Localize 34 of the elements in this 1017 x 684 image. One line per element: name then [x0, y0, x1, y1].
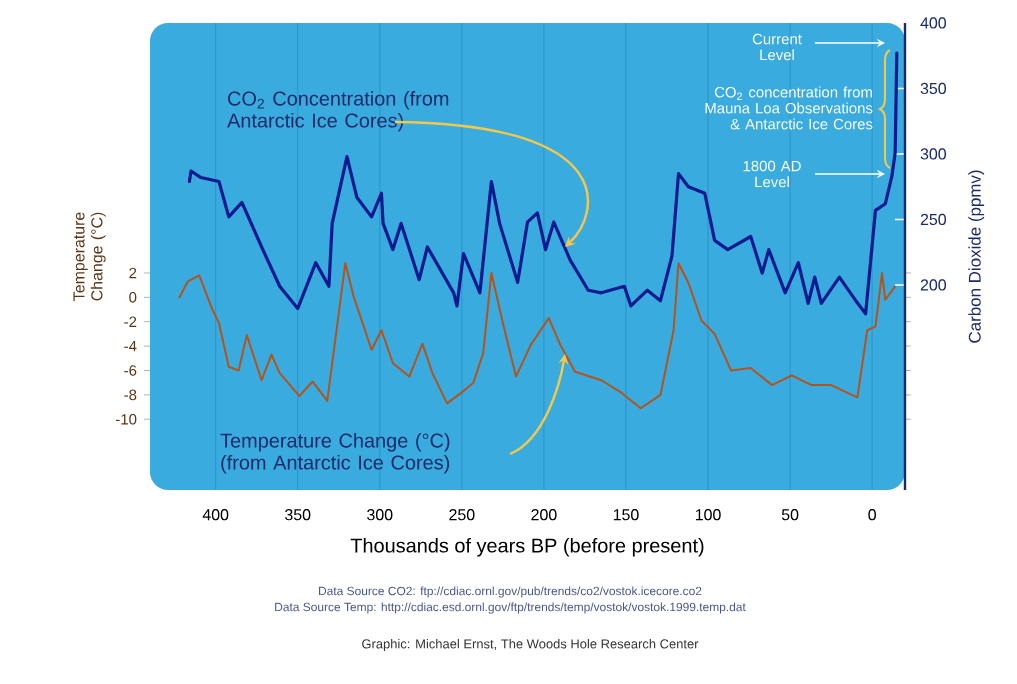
source-note: Data Source Temp: http://cdiac.esd.ornl.gov/ftp/trends/temp/vostok/vostok.1999.temp.dat — [275, 602, 746, 614]
line-series — [187, 51, 899, 316]
x-axis-title: Thousands of years BP (before present) — [350, 537, 704, 557]
y2-tick-label: 300 — [920, 148, 947, 160]
text: Graphic: Michael Ernst, The Woods Hole Research Center — [362, 638, 699, 652]
x-tick-label: 100 — [695, 509, 721, 521]
annotation: Temperature Change (°C) (from Antarctic Ice Cores) — [220, 433, 450, 474]
y2-tick-label: 400 — [920, 17, 947, 29]
annotation: 1800 AD Level — [743, 160, 801, 188]
annotation: Current Level — [752, 33, 802, 61]
x-tick-label: 350 — [285, 509, 311, 521]
x-tick-label: 250 — [449, 509, 475, 521]
x-tick-label: 50 — [781, 509, 799, 521]
y-tick-label: -8 — [124, 389, 137, 401]
y-tick-label: -4 — [124, 340, 137, 352]
y2-tick-label: 250 — [920, 213, 947, 226]
x-tick-label: 300 — [367, 509, 393, 521]
annotation: CO$_{2}$ concentration from Mauna Loa Observations & Antarctic Ice Cores — [705, 86, 873, 130]
y-tick-label: -2 — [124, 316, 137, 327]
y-tick-label: 2 — [129, 267, 137, 279]
y2-axis-title: Carbon Dioxide (ppmv) — [968, 170, 985, 343]
x-tick-label: 0 — [868, 509, 876, 521]
y-tick-label: -10 — [116, 413, 137, 425]
y-tick-label: 0 — [129, 292, 137, 303]
x-tick-label: 150 — [613, 509, 639, 521]
y-tick-label: -6 — [124, 365, 137, 376]
y-axis-title: Temperature Change (°C) — [73, 212, 106, 301]
y2-tick-label: 350 — [920, 82, 947, 95]
x-tick-label: 400 — [202, 509, 229, 521]
x-tick-label: 200 — [531, 509, 557, 521]
line-series — [178, 262, 897, 410]
annotation: CO$_{2}$ Concentration (from Antarctic Ice Cores) — [227, 91, 449, 132]
source-note: Data Source CO2: ftp://cdiac.ornl.gov/pub/trends/co2/vostok.icecore.co2 — [319, 586, 702, 598]
y2-tick-label: 200 — [920, 279, 947, 291]
